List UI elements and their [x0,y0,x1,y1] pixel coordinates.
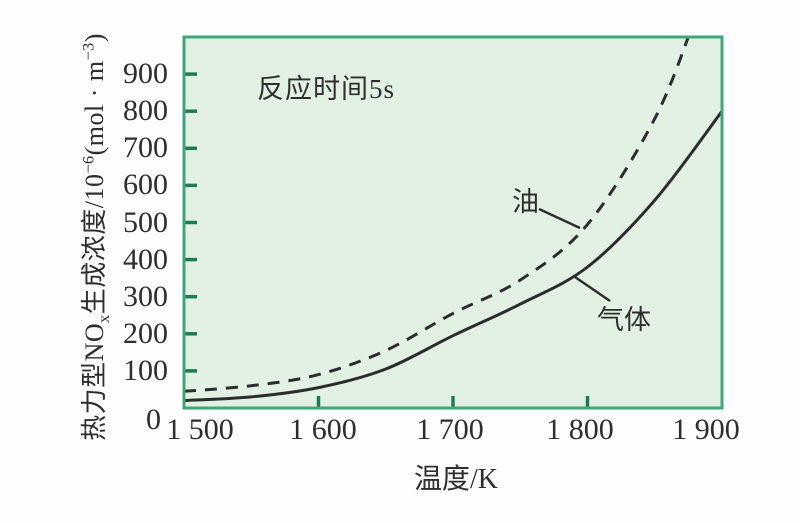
y-tick-label: 700 [123,131,168,165]
y-tick-label: 900 [123,57,168,91]
x-tick-label: 1 600 [289,413,357,446]
y-tick-label: 500 [123,205,168,239]
y-tick-label: 800 [123,94,168,128]
y-tick-label: 400 [123,242,168,276]
x-tick-label: 1 800 [546,413,614,446]
y-tick-label: 200 [123,316,168,350]
y-tick-label: 100 [123,353,168,387]
x-axis-title: 温度/K [414,464,499,495]
y-tick-label: 300 [123,279,168,313]
x-tick-label: 1 500 [166,413,234,446]
curve-label-oil: 油 [512,187,539,217]
y-axis-title-segment: ) [79,33,109,43]
x-tick-label: 1 900 [672,413,740,446]
y-tick-label: 0 [146,403,161,436]
annotation-reaction-time: 反应时间5s [257,74,396,104]
y-tick-label: 600 [123,168,168,202]
x-tick-label: 1 700 [416,413,484,446]
curve-label-gas: 气体 [597,305,651,335]
y-axis-title-segment: −6 [80,155,98,174]
y-axis-title-segment: −3 [80,42,98,61]
